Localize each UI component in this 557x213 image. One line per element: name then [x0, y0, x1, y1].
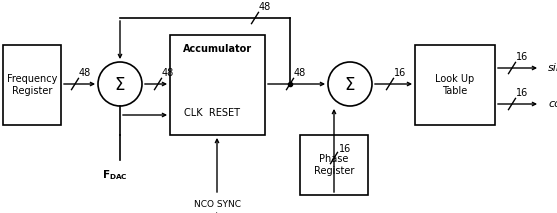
Text: cos: cos [548, 99, 557, 109]
Text: 16: 16 [394, 68, 406, 78]
Text: Frequency
Register: Frequency Register [7, 74, 57, 96]
Text: 48: 48 [294, 68, 306, 78]
Text: CLK  RESET: CLK RESET [184, 108, 241, 118]
Circle shape [328, 62, 372, 106]
Text: NCO SYNC
via
syncsel_NCO(3:0): NCO SYNC via syncsel_NCO(3:0) [177, 200, 257, 213]
Text: Σ: Σ [345, 76, 355, 94]
Text: 16: 16 [516, 52, 528, 62]
Text: Phase
Register: Phase Register [314, 154, 354, 176]
Text: 48: 48 [259, 2, 271, 12]
Text: 48: 48 [79, 68, 91, 78]
Text: $\mathbf{F}_{\mathbf{DAC}}$: $\mathbf{F}_{\mathbf{DAC}}$ [102, 168, 128, 182]
Text: Σ: Σ [115, 76, 125, 94]
Bar [3, 45, 61, 125]
Text: 16: 16 [516, 88, 528, 98]
Bar [170, 35, 265, 135]
Text: Accumulator: Accumulator [183, 44, 252, 54]
Bar [415, 45, 495, 125]
Text: 16: 16 [339, 144, 351, 154]
Text: 48: 48 [162, 68, 174, 78]
Bar [300, 135, 368, 195]
Text: Look Up
Table: Look Up Table [436, 74, 475, 96]
Text: sin: sin [548, 63, 557, 73]
Circle shape [98, 62, 142, 106]
